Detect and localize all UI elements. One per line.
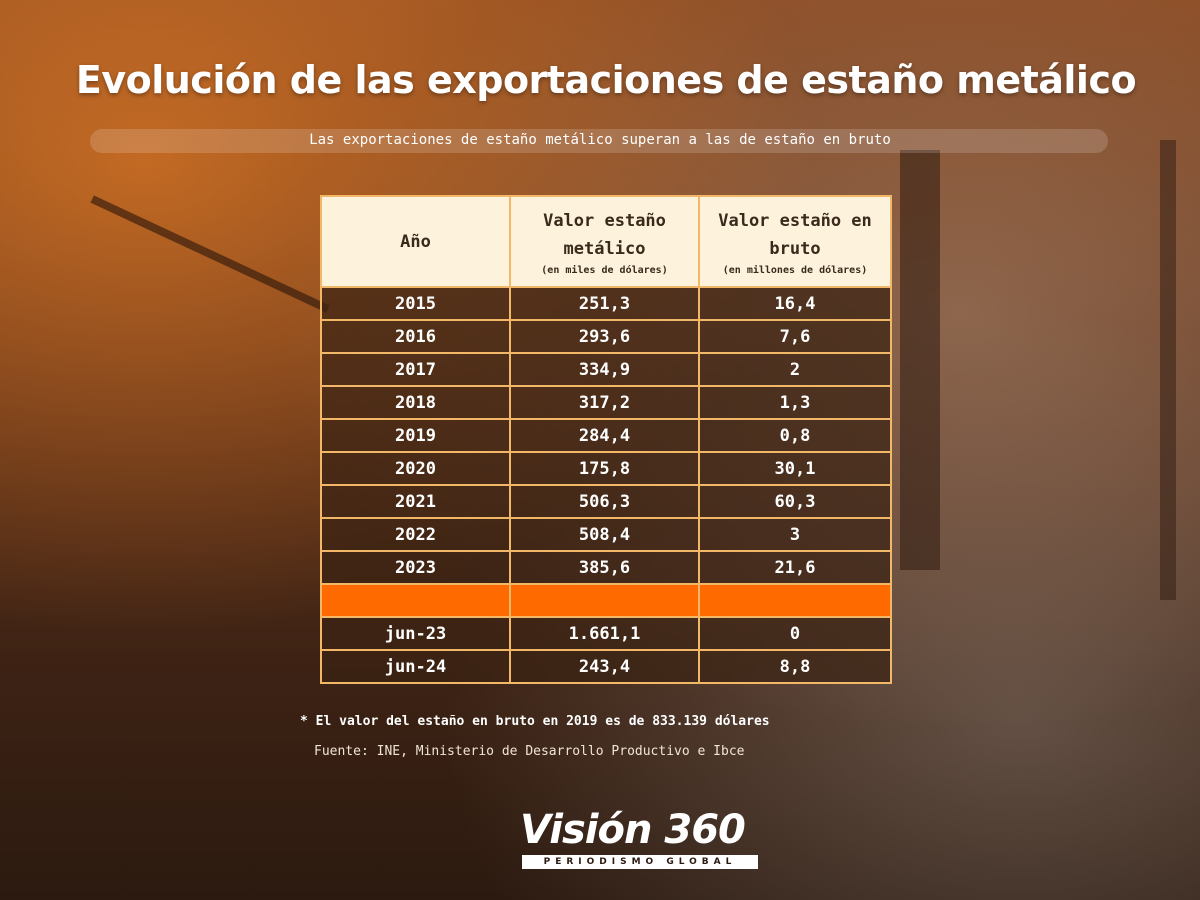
cell-metallic: 1.661,1	[509, 616, 700, 651]
header-year: Año	[320, 195, 511, 288]
header-unit: (en millones de dólares)	[722, 265, 868, 276]
source-credit: Fuente: INE, Ministerio de Desarrollo Pr…	[314, 744, 745, 759]
header-raw-tin: Valor estaño en bruto (en millones de dó…	[698, 195, 892, 288]
cell-metallic: 385,6	[509, 550, 700, 585]
cell-raw: 3	[698, 517, 892, 552]
cell-raw: 7,6	[698, 319, 892, 354]
separator-row	[320, 583, 892, 618]
cell-raw: 16,4	[698, 286, 892, 321]
page-title: Evolución de las exportaciones de estaño…	[75, 58, 1137, 102]
cell-metallic: 506,3	[509, 484, 700, 519]
background-beam	[90, 195, 330, 313]
cell-raw: 8,8	[698, 649, 892, 684]
cell-metallic: 284,4	[509, 418, 700, 453]
cell-metallic: 175,8	[509, 451, 700, 486]
subtitle-bar	[90, 129, 1108, 153]
cell-raw: 60,3	[698, 484, 892, 519]
background-post	[900, 150, 940, 570]
table-row: jun-24 243,4 8,8	[320, 649, 892, 684]
table-row: 2023 385,6 21,6	[320, 550, 892, 585]
background-post	[1160, 140, 1176, 600]
cell-year: 2023	[320, 550, 511, 585]
cell-year: 2019	[320, 418, 511, 453]
header-label: Valor estaño metálico	[543, 211, 666, 259]
cell-year: 2015	[320, 286, 511, 321]
header-metallic-tin: Valor estaño metálico (en miles de dólar…	[509, 195, 700, 288]
cell-raw: 2	[698, 352, 892, 387]
cell-raw: 0,8	[698, 418, 892, 453]
table-row: 2018 317,2 1,3	[320, 385, 892, 420]
header-unit: (en miles de dólares)	[541, 265, 668, 276]
data-table: Año Valor estaño metálico (en miles de d…	[320, 195, 892, 684]
table-row: 2022 508,4 3	[320, 517, 892, 552]
table-row: 2021 506,3 60,3	[320, 484, 892, 519]
separator-cell	[509, 583, 700, 618]
cell-period: jun-23	[320, 616, 511, 651]
logo-tagline: PERIODISMO GLOBAL	[522, 855, 758, 869]
cell-period: jun-24	[320, 649, 511, 684]
separator-cell	[698, 583, 892, 618]
brand-logo: Visión 360 PERIODISMO GLOBAL	[520, 807, 760, 869]
cell-year: 2016	[320, 319, 511, 354]
cell-year: 2021	[320, 484, 511, 519]
cell-year: 2017	[320, 352, 511, 387]
table-row: jun-23 1.661,1 0	[320, 616, 892, 651]
cell-year: 2022	[320, 517, 511, 552]
cell-metallic: 317,2	[509, 385, 700, 420]
cell-raw: 1,3	[698, 385, 892, 420]
cell-raw: 30,1	[698, 451, 892, 486]
footnote: * El valor del estaño en bruto en 2019 e…	[300, 714, 770, 729]
cell-metallic: 293,6	[509, 319, 700, 354]
table-row: 2015 251,3 16,4	[320, 286, 892, 321]
cell-metallic: 334,9	[509, 352, 700, 387]
header-label: Valor estaño en bruto	[718, 211, 872, 259]
table-row: 2016 293,6 7,6	[320, 319, 892, 354]
cell-metallic: 508,4	[509, 517, 700, 552]
cell-metallic: 251,3	[509, 286, 700, 321]
table-row: 2017 334,9 2	[320, 352, 892, 387]
separator-cell	[320, 583, 511, 618]
subtitle: Las exportaciones de estaño metálico sup…	[309, 132, 891, 148]
header-label: Año	[400, 231, 431, 252]
cell-metallic: 243,4	[509, 649, 700, 684]
table-header-row: Año Valor estaño metálico (en miles de d…	[320, 195, 892, 288]
cell-year: 2020	[320, 451, 511, 486]
cell-year: 2018	[320, 385, 511, 420]
table-row: 2019 284,4 0,8	[320, 418, 892, 453]
table-row: 2020 175,8 30,1	[320, 451, 892, 486]
logo-wordmark: Visión 360	[520, 807, 746, 853]
cell-raw: 21,6	[698, 550, 892, 585]
cell-raw: 0	[698, 616, 892, 651]
